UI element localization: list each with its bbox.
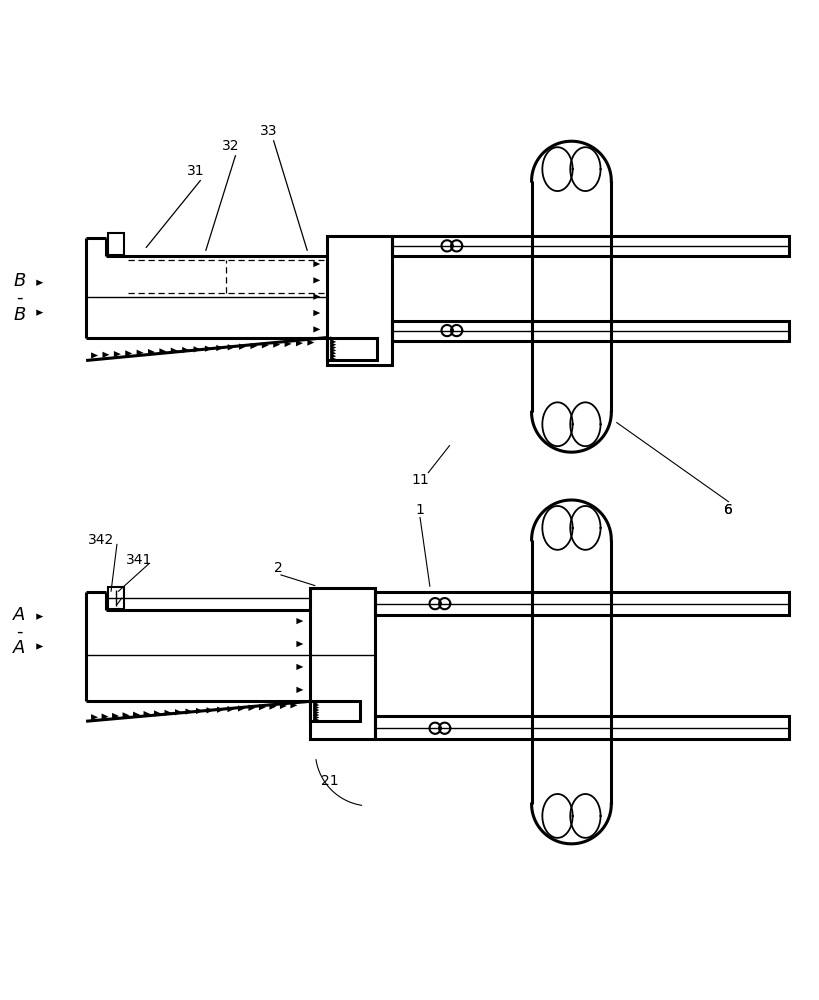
Text: 341: 341 <box>126 553 152 567</box>
Polygon shape <box>314 700 319 705</box>
Polygon shape <box>330 342 337 347</box>
Polygon shape <box>91 352 98 359</box>
Polygon shape <box>239 343 246 350</box>
Polygon shape <box>269 703 276 710</box>
Polygon shape <box>148 349 155 355</box>
Text: A: A <box>13 639 25 657</box>
Text: 1: 1 <box>415 503 424 517</box>
Bar <box>328 236 392 365</box>
Polygon shape <box>314 717 319 723</box>
Polygon shape <box>291 702 297 708</box>
Bar <box>108 233 124 255</box>
Polygon shape <box>314 710 319 715</box>
Polygon shape <box>182 347 189 353</box>
Polygon shape <box>314 705 319 710</box>
Polygon shape <box>36 280 43 286</box>
Text: 2: 2 <box>274 561 283 575</box>
Polygon shape <box>165 710 171 716</box>
Bar <box>108 587 124 609</box>
Polygon shape <box>160 348 166 355</box>
Text: 32: 32 <box>222 139 239 153</box>
Polygon shape <box>314 294 320 300</box>
Polygon shape <box>330 351 337 356</box>
Polygon shape <box>262 342 269 348</box>
Polygon shape <box>330 348 337 353</box>
Polygon shape <box>330 353 337 359</box>
Polygon shape <box>143 711 151 717</box>
Text: 6: 6 <box>725 503 733 517</box>
Polygon shape <box>102 352 110 358</box>
Polygon shape <box>314 702 319 708</box>
Polygon shape <box>216 345 224 351</box>
Polygon shape <box>114 351 121 357</box>
Polygon shape <box>330 356 337 362</box>
Polygon shape <box>314 707 319 713</box>
Polygon shape <box>196 708 203 714</box>
Polygon shape <box>248 705 256 711</box>
Polygon shape <box>314 310 320 316</box>
Polygon shape <box>133 712 140 718</box>
Polygon shape <box>217 707 224 713</box>
Polygon shape <box>296 687 303 693</box>
Polygon shape <box>330 336 337 342</box>
Polygon shape <box>102 713 109 720</box>
Polygon shape <box>170 348 178 354</box>
Polygon shape <box>314 277 320 283</box>
Bar <box>392 321 789 341</box>
Polygon shape <box>206 707 214 713</box>
Polygon shape <box>314 326 320 333</box>
Text: 342: 342 <box>88 533 114 547</box>
Polygon shape <box>296 340 303 346</box>
Bar <box>310 701 360 721</box>
Bar <box>375 716 789 739</box>
Text: 11: 11 <box>411 473 429 487</box>
Polygon shape <box>193 346 201 352</box>
Text: 31: 31 <box>187 164 205 178</box>
Polygon shape <box>91 714 98 720</box>
Polygon shape <box>228 344 235 350</box>
Polygon shape <box>284 341 292 347</box>
Text: B: B <box>13 272 25 290</box>
Polygon shape <box>259 704 266 710</box>
Polygon shape <box>280 703 287 709</box>
Polygon shape <box>238 705 245 712</box>
Polygon shape <box>314 715 319 720</box>
Polygon shape <box>307 339 314 346</box>
Text: 33: 33 <box>260 124 277 138</box>
Polygon shape <box>274 341 280 348</box>
Text: 21: 21 <box>321 774 339 788</box>
Text: B: B <box>13 306 25 324</box>
Polygon shape <box>228 706 234 712</box>
Bar <box>375 592 789 615</box>
Text: -: - <box>16 623 23 641</box>
Polygon shape <box>36 309 43 316</box>
Bar <box>310 588 375 739</box>
Polygon shape <box>112 713 119 719</box>
Polygon shape <box>296 664 303 670</box>
Polygon shape <box>330 345 337 350</box>
Polygon shape <box>314 712 319 718</box>
Polygon shape <box>205 346 212 352</box>
Text: 6: 6 <box>725 503 733 517</box>
Text: -: - <box>16 289 23 307</box>
Polygon shape <box>296 618 303 624</box>
Text: A: A <box>13 606 25 624</box>
Polygon shape <box>251 343 257 349</box>
Polygon shape <box>125 350 132 357</box>
Polygon shape <box>314 261 320 267</box>
Polygon shape <box>123 712 129 719</box>
Bar <box>328 338 377 360</box>
Polygon shape <box>36 613 43 620</box>
Polygon shape <box>154 710 161 717</box>
Polygon shape <box>185 708 192 715</box>
Bar <box>392 236 789 256</box>
Polygon shape <box>330 339 337 345</box>
Polygon shape <box>175 709 182 715</box>
Polygon shape <box>137 350 143 356</box>
Polygon shape <box>296 641 303 647</box>
Polygon shape <box>36 643 43 650</box>
